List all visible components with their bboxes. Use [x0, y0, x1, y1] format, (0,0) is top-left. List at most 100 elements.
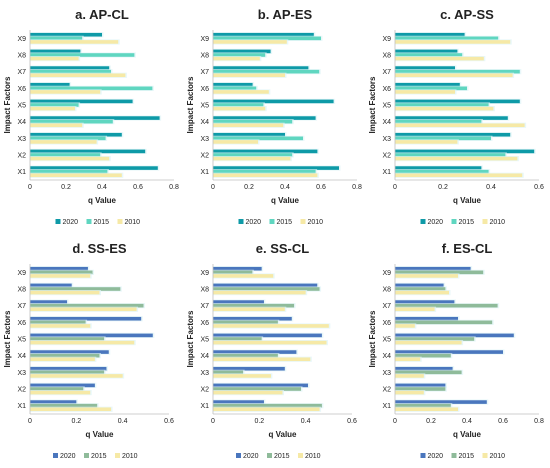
bar-X1-2020: [395, 166, 482, 170]
x-tick-label: 0.8: [352, 184, 362, 191]
chart-legend: 2020 2015 2010: [420, 219, 505, 226]
chart-panel-4: d. SS-ES X1 X2 X3 X4 X5 X6 X7 X8 X9 0 0.2 0.4 0.6 q Va…: [3, 241, 174, 460]
chart-title: b. AP-ES: [258, 7, 313, 22]
bar-X7-2020: [213, 66, 309, 70]
x-tick-label: 0: [393, 418, 397, 425]
legend-label-2015: 2015: [94, 219, 110, 226]
bar-X6-2020: [395, 316, 458, 321]
legend-label-2015: 2015: [459, 453, 475, 460]
legend-label-2020: 2020: [428, 453, 444, 460]
bar-X9-2020: [395, 266, 471, 271]
bar-X7-2010: [30, 73, 126, 78]
y-tick-label: X9: [382, 270, 391, 277]
x-tick-label: 0.2: [244, 184, 254, 191]
bar-X4-2010: [395, 123, 525, 128]
y-tick-label: X1: [17, 403, 26, 410]
y-tick-label: X4: [17, 119, 26, 126]
bar-X7-2010: [30, 307, 137, 312]
bar-X3-2020: [395, 132, 511, 137]
bar-X9-2010: [395, 274, 458, 278]
chart-title: c. AP-SS: [440, 7, 494, 22]
bar-X3-2020: [30, 366, 107, 371]
bar-X5-2010: [30, 340, 135, 345]
chart-panel-2: b. AP-ES X1 X2 X3 X4 X5 X6 X7 X8 X9 0 0.2 0.4 0.6 0.8 q…: [186, 7, 362, 226]
bar-X4-2015: [30, 119, 113, 124]
bar-X3-2010: [395, 374, 424, 378]
bar-X9-2015: [30, 36, 83, 41]
bar-X1-2015: [213, 403, 322, 408]
bar-X3-2015: [395, 136, 491, 141]
y-tick-label: X6: [200, 86, 209, 93]
bar-X1-2020: [213, 166, 339, 170]
y-tick-label: X2: [200, 387, 209, 394]
x-tick-label: 0.4: [462, 418, 472, 425]
x-tick-label: 0.6: [498, 418, 508, 425]
bar-X1-2020: [213, 400, 264, 404]
bar-X8-2010: [30, 290, 100, 295]
bar-X9-2020: [30, 266, 88, 271]
bar-X5-2010: [395, 106, 494, 111]
x-tick-label: 0.4: [301, 418, 311, 425]
bar-X1-2015: [395, 169, 489, 174]
x-tick-label: 0: [211, 418, 215, 425]
bar-X4-2015: [30, 353, 100, 358]
bar-X8-2020: [30, 49, 81, 54]
bar-X2-2015: [30, 387, 84, 391]
y-tick-label: X1: [200, 403, 209, 410]
bar-X4-2015: [213, 353, 278, 358]
legend-swatch-2020: [420, 453, 426, 458]
y-tick-label: X9: [382, 36, 391, 43]
y-tick-label: X7: [200, 303, 209, 310]
y-tick-label: X6: [382, 86, 391, 93]
x-tick-label: 0: [211, 184, 215, 191]
bar-X3-2020: [395, 366, 453, 371]
bar-X9-2015: [213, 36, 321, 41]
bar-X8-2010: [395, 290, 449, 295]
bar-X7-2020: [30, 66, 110, 70]
y-axis-label: Impact Factors: [368, 310, 377, 367]
bar-X5-2010: [395, 340, 462, 345]
legend-label-2010: 2010: [305, 453, 321, 460]
bar-X3-2010: [213, 374, 271, 378]
y-tick-label: X1: [200, 169, 209, 176]
bar-X4-2020: [30, 116, 160, 120]
legend-swatch-2010: [115, 453, 120, 458]
bar-X4-2020: [395, 116, 508, 120]
bar-X5-2010: [30, 106, 75, 111]
bar-X5-2015: [395, 337, 475, 341]
x-tick-label: 0.4: [118, 418, 128, 425]
bar-X3-2020: [213, 366, 285, 371]
bar-X7-2020: [213, 300, 264, 304]
y-tick-label: X1: [382, 169, 391, 176]
bar-X5-2015: [395, 103, 489, 107]
y-tick-label: X7: [17, 303, 26, 310]
legend-swatch-2020: [53, 453, 58, 458]
y-tick-label: X7: [382, 69, 391, 76]
bar-X9-2010: [30, 40, 119, 44]
y-tick-label: X4: [200, 353, 209, 360]
bar-X5-2020: [213, 99, 334, 104]
y-tick-label: X2: [17, 153, 26, 160]
legend-label-2020: 2020: [60, 453, 76, 460]
bar-X3-2010: [395, 140, 458, 144]
legend-swatch-2015: [86, 219, 92, 224]
x-tick-label: 0: [28, 418, 32, 425]
x-axis-label: q Value: [453, 430, 482, 439]
bar-X6-2020: [395, 82, 460, 87]
bar-X2-2020: [395, 383, 446, 388]
y-tick-label: X4: [17, 353, 26, 360]
bar-X6-2020: [213, 316, 292, 321]
bar-X3-2020: [213, 132, 285, 137]
bar-X3-2015: [30, 136, 106, 141]
chart-legend: 2020 2015 2010: [53, 453, 138, 460]
bar-X9-2020: [213, 32, 314, 37]
y-tick-label: X3: [382, 370, 391, 377]
bar-X4-2015: [395, 353, 451, 358]
legend-label-2010: 2010: [122, 453, 138, 460]
y-tick-label: X9: [17, 36, 26, 43]
bar-X1-2010: [213, 173, 318, 178]
bar-X5-2015: [213, 103, 264, 107]
y-tick-label: X5: [200, 103, 209, 110]
x-tick-label: 0.6: [534, 184, 544, 191]
y-tick-label: X4: [382, 119, 391, 126]
